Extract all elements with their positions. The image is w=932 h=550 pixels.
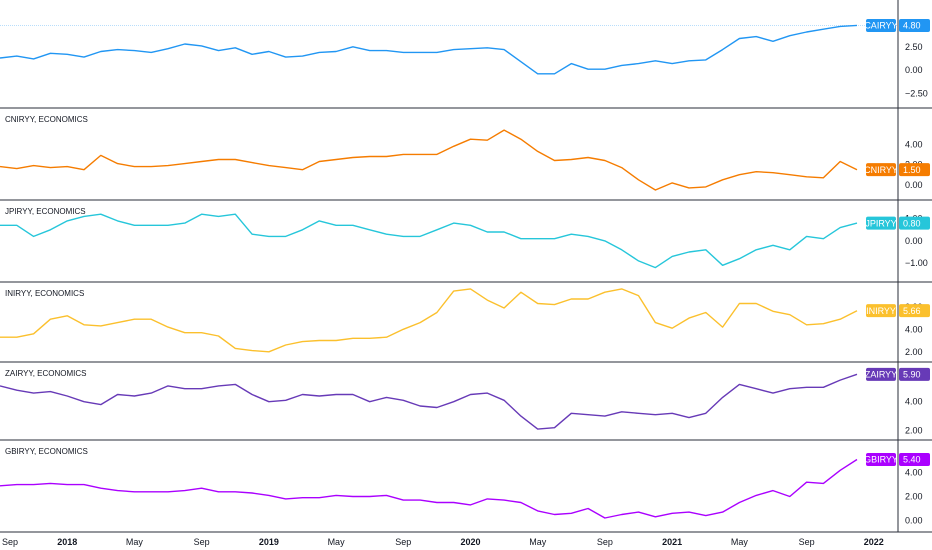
last-value-tag: 5.90 xyxy=(899,367,930,381)
x-tick-label: Sep xyxy=(395,537,411,547)
y-tick-label: 2.00 xyxy=(905,492,923,502)
last-value-tag: 0.80 xyxy=(899,216,930,230)
x-tick-label: May xyxy=(731,537,749,547)
y-tick-label: 2.00 xyxy=(905,426,923,436)
y-tick-label: 0.00 xyxy=(905,236,923,246)
y-tick-label: 2.50 xyxy=(905,42,923,52)
series-line-gbiryy xyxy=(0,458,858,519)
x-tick-label: 2020 xyxy=(460,537,480,547)
last-value-tag: 1.50 xyxy=(899,163,930,177)
last-value: 5.40 xyxy=(903,455,921,465)
x-tick-label: May xyxy=(529,537,547,547)
y-tick-label: 4.00 xyxy=(905,139,923,149)
series-name-tag: INIRYY xyxy=(866,304,896,318)
last-value-tag: 5.40 xyxy=(899,453,930,467)
series-name: JPIRYY xyxy=(865,218,896,228)
y-tick-label: 4.00 xyxy=(905,397,923,407)
x-tick-label: May xyxy=(328,537,346,547)
series-name: ZAIRYY xyxy=(865,370,897,380)
y-tick-label: 4.00 xyxy=(905,324,923,334)
x-tick-label: 2022 xyxy=(864,537,884,547)
pane-title: JPIRYY, ECONOMICS xyxy=(5,207,86,216)
pane-zairyy: 4.00 2.00 ZAIRYY, ECONOMICS ZAIRYY 5.90 xyxy=(0,361,932,436)
last-value: 5.66 xyxy=(903,306,921,316)
last-value-tag: 5.66 xyxy=(899,304,930,318)
pane-title: INIRYY, ECONOMICS xyxy=(5,289,84,298)
series-name-tag: ZAIRYY xyxy=(865,367,897,381)
last-value: 4.80 xyxy=(903,21,921,31)
pane-title: CNIRYY, ECONOMICS xyxy=(5,115,88,124)
series-line-iniryy xyxy=(0,288,858,353)
last-value: 0.80 xyxy=(903,218,921,228)
x-tick-label: 2019 xyxy=(259,537,279,547)
pane-title: ZAIRYY, ECONOMICS xyxy=(5,369,87,378)
y-tick-label: 0.00 xyxy=(905,180,923,190)
series-line-zairyy xyxy=(0,373,858,430)
last-value: 1.50 xyxy=(903,165,921,175)
series-name: GBIRYY xyxy=(864,455,898,465)
x-tick-label: Sep xyxy=(799,537,815,547)
y-tick-label: 2.00 xyxy=(905,347,923,357)
x-tick-label: 2018 xyxy=(57,537,77,547)
series-name: CAIRYY xyxy=(864,21,897,31)
series-line-cairyy xyxy=(0,24,858,75)
pane-cairyy: 2.50 0.00 −2.50 CAIRYY 4.80 xyxy=(0,18,930,98)
series-name: CNIRYY xyxy=(864,165,898,175)
y-tick-label: 4.00 xyxy=(905,468,923,478)
x-tick-label: Sep xyxy=(194,537,210,547)
series-name-tag: CAIRYY xyxy=(864,18,898,32)
x-tick-label: Sep xyxy=(597,537,613,547)
y-tick-label: −1.00 xyxy=(905,258,928,268)
x-tick-label: Sep xyxy=(2,537,18,547)
last-value-tag: 4.80 xyxy=(899,18,930,32)
last-value: 5.90 xyxy=(903,370,921,380)
y-tick-label: 0.00 xyxy=(905,515,923,525)
y-tick-label: −2.50 xyxy=(905,88,928,98)
series-name-tag: JPIRYY xyxy=(865,216,897,230)
time-axis: Sep 2018 May Sep 2019 May Sep 2020 May Sep 2021 May… xyxy=(2,537,884,547)
series-name-tag: CNIRYY xyxy=(864,163,898,177)
series-line-jpiryy xyxy=(0,213,858,269)
y-tick-label: 0.00 xyxy=(905,65,923,75)
series-line-cniryy xyxy=(0,129,858,191)
x-tick-label: May xyxy=(126,537,144,547)
series-name: INIRYY xyxy=(866,306,896,316)
pane-gbiryy: 4.00 2.00 0.00 GBIRYY, ECONOMICS GBIRYY 5.40 xyxy=(0,439,932,525)
x-tick-label: 2021 xyxy=(662,537,682,547)
pane-title: GBIRYY, ECONOMICS xyxy=(5,447,88,456)
series-name-tag: GBIRYY xyxy=(864,453,898,467)
